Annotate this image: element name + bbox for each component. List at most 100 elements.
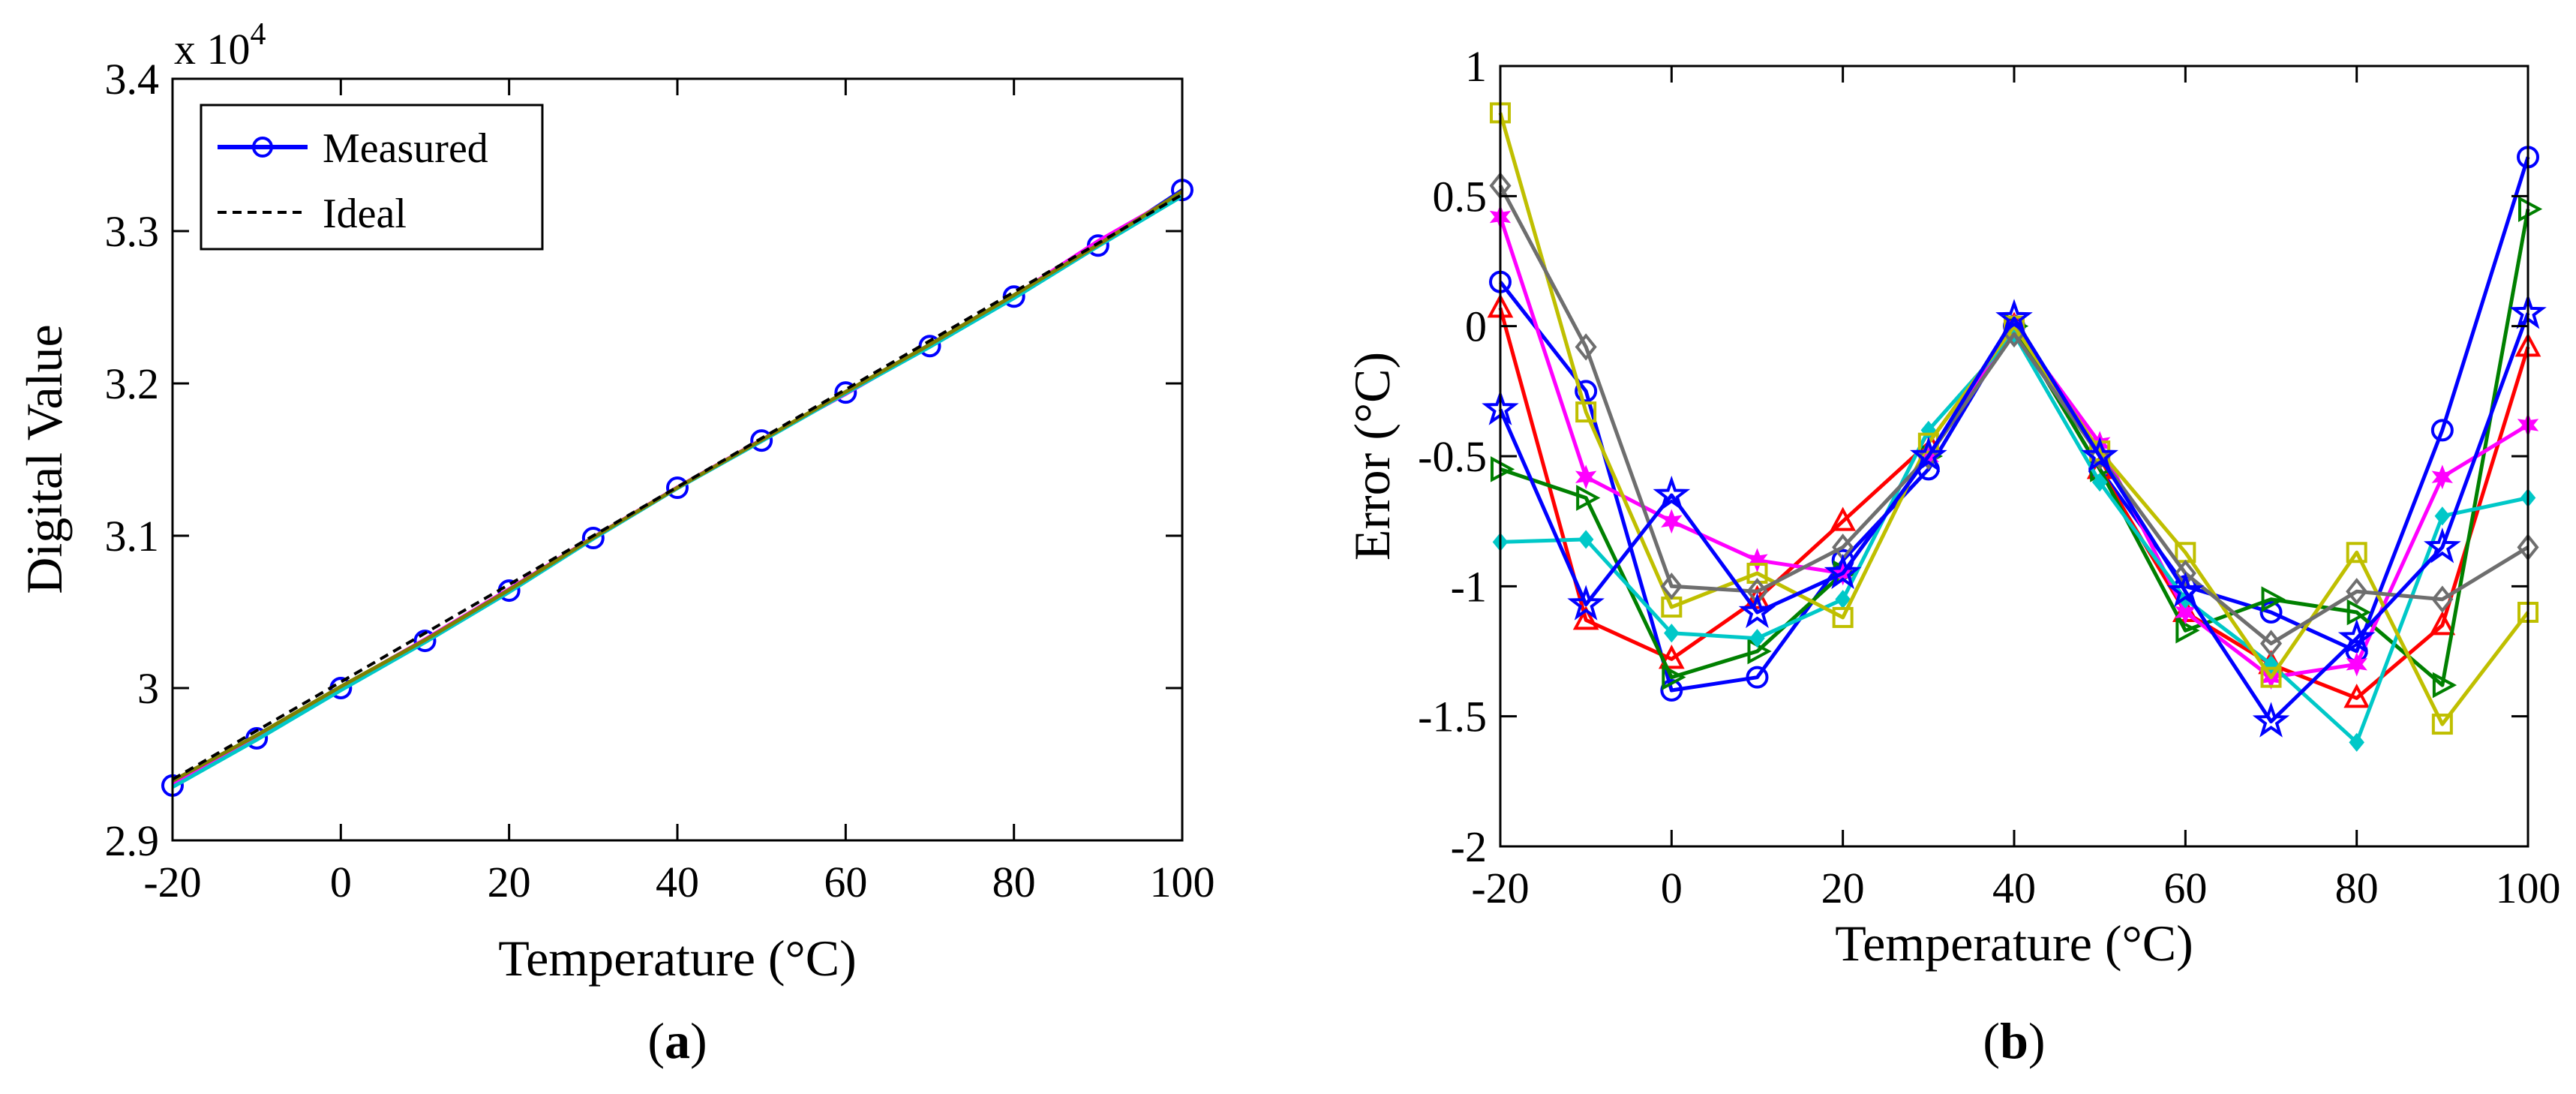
panel-b-point-7-11 xyxy=(2423,527,2461,564)
panel-b-point-0-3 xyxy=(1746,666,1769,689)
panel-b-point-1-4 xyxy=(1830,506,1857,531)
panel-b-xtick-label-1: 0 xyxy=(1661,864,1683,912)
panel-b-point-7-1 xyxy=(1567,585,1605,621)
caption-a-close: ) xyxy=(690,1012,707,1069)
panel-b-point-5-9 xyxy=(2260,666,2282,688)
panel-b-xtick-label-6: 100 xyxy=(2496,864,2561,912)
panel-a-series-layer xyxy=(161,179,1193,797)
panel-b-point-7-10 xyxy=(2337,618,2376,654)
panel-a-ytick-label-3: 3.2 xyxy=(105,359,160,408)
panel-a-x-axis-label: Temperature (°C) xyxy=(498,930,856,987)
panel-b-ytick-label-1: -1.5 xyxy=(1418,693,1487,741)
panel-b-point-3-11 xyxy=(2431,464,2453,490)
y-multiplier-base: x 10 xyxy=(174,25,251,74)
legend-box xyxy=(200,104,544,251)
panel-b-point-2-9 xyxy=(2261,586,2286,613)
panel-b-point-2-11 xyxy=(2432,672,2457,699)
panel-b-point-0-11 xyxy=(2430,419,2454,442)
panel-b-point-2-12 xyxy=(2518,196,2543,223)
panel-a-xtick-label-0: -20 xyxy=(143,858,201,906)
caption-a-letter: a xyxy=(665,1012,690,1069)
panel-b-ytick-label-3: -0.5 xyxy=(1418,432,1487,481)
panel-b-y-axis-label: Error (°C) xyxy=(1344,352,1401,561)
panel-b: -20 0 20 40 60 80 100 -2 -1.5 -1 -0.5 0 0.5 1 Tempera… xyxy=(1344,42,2561,1069)
legend-measured-label: Measured xyxy=(323,125,488,172)
panel-b-ticks-layer: -20 0 20 40 60 80 100 -2 -1.5 -1 -0.5 0 0.5 1 xyxy=(1418,42,2560,912)
panel-b-ytick-label-2: -1 xyxy=(1451,562,1487,611)
panel-b-point-2-8 xyxy=(2175,617,2200,644)
panel-b-point-6-10 xyxy=(2346,578,2368,606)
panel-b-point-1-11 xyxy=(2429,611,2456,636)
panel-a-point-1-3 xyxy=(413,630,437,653)
panel-a-series-line-4 xyxy=(171,190,1184,783)
panel-a-xtick-label-3: 40 xyxy=(656,858,699,906)
panel-b-point-1-2 xyxy=(1658,645,1685,669)
panel-b-point-5-10 xyxy=(2346,542,2367,564)
caption-b-letter: b xyxy=(2000,1012,2028,1069)
panel-a-xtick-label-6: 100 xyxy=(1150,858,1215,906)
panel-b-xtick-label-4: 60 xyxy=(2163,864,2207,912)
panel-b-point-6-9 xyxy=(2259,630,2283,657)
panel-b-point-7-2 xyxy=(1653,475,1691,512)
panel-b-series-line-7 xyxy=(1498,312,2530,724)
panel-b-point-7-4 xyxy=(1824,553,1862,590)
panel-b-point-1-1 xyxy=(1572,606,1599,630)
panel-b-point-2-2 xyxy=(1662,664,1686,691)
panel-b-xtick-label-5: 80 xyxy=(2335,864,2379,912)
panel-b-point-3-2 xyxy=(1661,509,1683,534)
panel-b-point-3-1 xyxy=(1575,464,1597,490)
panel-a-xtick-label-5: 80 xyxy=(992,858,1036,906)
panel-b-point-7-6 xyxy=(1995,299,2033,335)
panel-a-ytick-label-5: 3.4 xyxy=(105,55,160,104)
caption-a-open: ( xyxy=(647,1012,665,1069)
panel-a-point-1-1 xyxy=(245,726,269,750)
panel-b-x-axis-label: Temperature (°C) xyxy=(1835,915,2193,972)
panel-b-point-4-2 xyxy=(1664,624,1680,643)
panel-b-series-line-6 xyxy=(1498,185,2529,646)
panel-a-caption: (a) xyxy=(647,1012,707,1069)
panel-a-y-multiplier: x 104 xyxy=(174,17,266,74)
panel-b-point-6-2 xyxy=(1660,573,1683,600)
panel-b-point-5-4 xyxy=(1832,606,1854,628)
panel-b-point-2-3 xyxy=(1747,638,1772,665)
panel-b-point-7-7 xyxy=(2081,436,2118,473)
panel-a-ytick-label-2: 3.1 xyxy=(105,512,160,561)
panel-b-point-7-5 xyxy=(1910,436,1947,473)
panel-b-point-2-0 xyxy=(1491,455,1515,482)
panel-b-point-1-10 xyxy=(2343,684,2370,708)
panel-b-point-2-1 xyxy=(1576,485,1601,511)
panel-a-xtick-label-1: 0 xyxy=(330,858,352,906)
y-multiplier-exponent: 4 xyxy=(251,17,266,52)
panel-b-point-4-7 xyxy=(2091,473,2108,492)
panel-a-ytick-label-4: 3.3 xyxy=(105,207,160,256)
panel-a-ticks-layer: -20 0 20 40 60 80 100 2.9 3 3.1 3.2 3.3 3.4 xyxy=(105,55,1215,906)
panel-b-point-4-10 xyxy=(2349,732,2364,752)
panel-b-point-6-1 xyxy=(1575,333,1597,361)
panel-b-point-4-1 xyxy=(1578,530,1594,549)
panel-b-ytick-label-4: 0 xyxy=(1465,302,1487,351)
panel-b-point-5-11 xyxy=(2431,714,2453,735)
panel-a-xtick-label-4: 60 xyxy=(824,858,867,906)
panel-b-xtick-label-0: -20 xyxy=(1471,864,1529,912)
panel-a-series-4 xyxy=(171,190,1184,783)
panel-b-point-6-11 xyxy=(2431,585,2454,613)
panel-a-point-1-7 xyxy=(750,429,773,452)
panel-a-point-1-5 xyxy=(581,527,605,550)
legend-measured-marker xyxy=(252,137,273,158)
panel-b-point-5-1 xyxy=(1575,401,1597,423)
panel-a-legend: Measured Ideal xyxy=(200,104,544,251)
panel-b-xtick-label-2: 20 xyxy=(1821,864,1865,912)
panel-b-ytick-label-5: 0.5 xyxy=(1433,172,1488,221)
panel-a-ytick-label-1: 3 xyxy=(137,664,159,713)
panel-b-series-7 xyxy=(1482,293,2547,738)
panel-a-ytick-label-0: 2.9 xyxy=(105,816,160,865)
panel-b-ytick-label-6: 1 xyxy=(1465,42,1487,91)
caption-b-close: ) xyxy=(2028,1012,2046,1069)
panel-b-point-6-8 xyxy=(2174,559,2196,588)
panel-b-point-7-8 xyxy=(2166,572,2205,608)
panel-b-series-layer xyxy=(1482,102,2547,752)
legend-ideal-label: Ideal xyxy=(323,191,407,237)
panel-b-point-3-10 xyxy=(2346,651,2367,677)
panel-a-y-axis-label: Digital Value xyxy=(16,324,73,594)
